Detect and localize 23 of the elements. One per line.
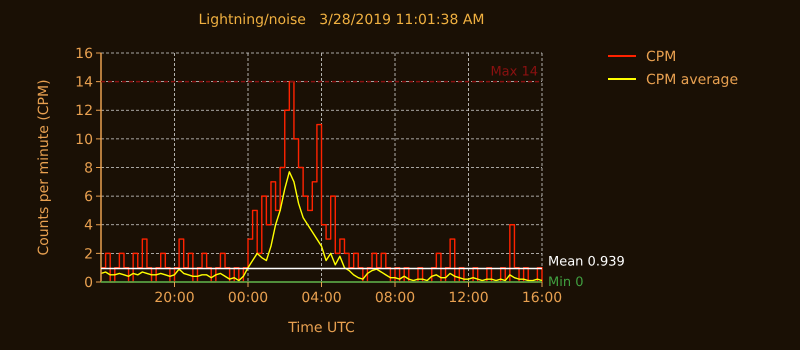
y-tick-label: 10 [75, 132, 93, 148]
x-tick-label: 12:00 [448, 290, 489, 306]
x-tick-label: 16:00 [522, 290, 562, 306]
x-tick-label: 08:00 [374, 290, 416, 306]
x-tick-label: 20:00 [154, 290, 195, 306]
chart-title: Lightning/noise 3/28/2019 11:01:38 AM [198, 12, 484, 28]
ref-line-label: Mean 0.939 [548, 254, 625, 270]
y-tick-label: 2 [84, 246, 93, 262]
y-tick-label: 16 [75, 46, 94, 62]
ref-line-label: Max 14 [490, 64, 538, 80]
y-tick-label: 14 [75, 74, 94, 91]
y-tick-label: 6 [84, 189, 94, 206]
y-tick-label: 4 [84, 218, 94, 234]
y-axis-title: Counts per minute (CPM) [36, 79, 52, 256]
legend-label: CPM [646, 48, 676, 65]
x-axis-title: Time UTC [287, 320, 355, 336]
y-tick-label: 0 [84, 274, 93, 291]
y-tick-label: 8 [84, 160, 93, 176]
x-tick-label: 04:00 [301, 290, 342, 306]
ref-line-label: Min 0 [548, 275, 584, 290]
x-tick-label: 00:00 [228, 290, 268, 306]
y-tick-label: 12 [75, 103, 93, 120]
legend-label: CPM average [646, 72, 738, 88]
